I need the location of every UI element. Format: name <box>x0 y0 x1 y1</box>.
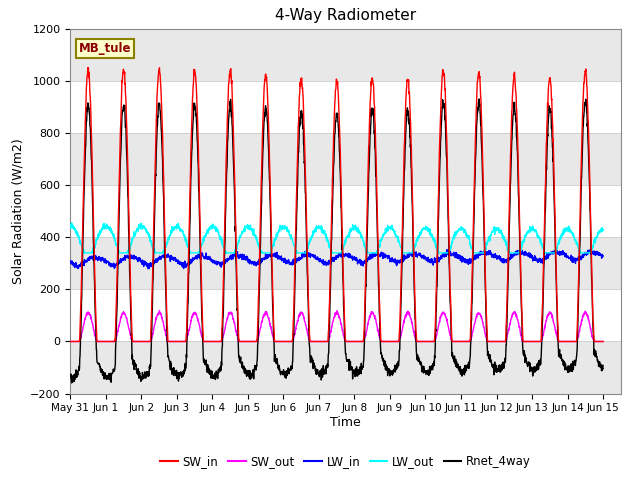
Y-axis label: Solar Radiation (W/m2): Solar Radiation (W/m2) <box>12 138 24 284</box>
Title: 4-Way Radiometer: 4-Way Radiometer <box>275 9 416 24</box>
Bar <box>70 237 621 289</box>
Bar <box>70 341 621 394</box>
Bar <box>70 29 621 81</box>
Text: MB_tule: MB_tule <box>79 42 131 55</box>
X-axis label: Time: Time <box>330 416 361 429</box>
Bar <box>70 133 621 185</box>
Legend: SW_in, SW_out, LW_in, LW_out, Rnet_4way: SW_in, SW_out, LW_in, LW_out, Rnet_4way <box>156 451 536 473</box>
